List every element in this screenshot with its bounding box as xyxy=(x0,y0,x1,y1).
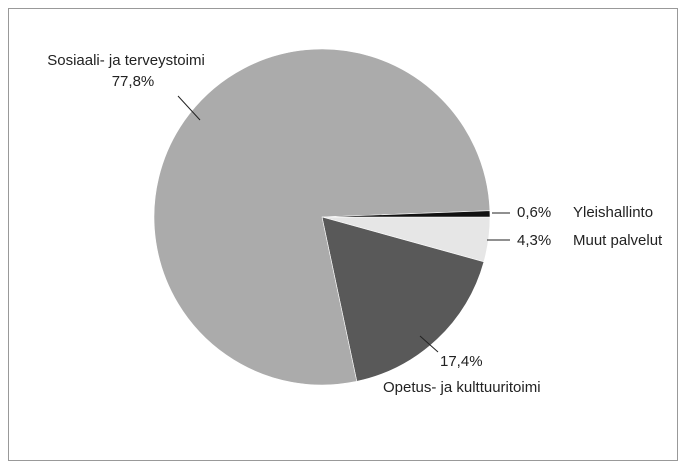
pie-slice xyxy=(153,48,491,386)
pie-slice xyxy=(321,210,491,218)
pie-slice xyxy=(321,216,485,382)
slice-name-label: Opetus- ja kulttuuritoimi xyxy=(383,379,541,396)
slice-value-label: 77,8% xyxy=(112,73,155,90)
slice-name-label: Sosiaali- ja terveystoimi xyxy=(47,52,205,69)
slice-name-label: Muut palvelut xyxy=(573,232,663,249)
slice-value-label: 0,6% xyxy=(517,204,551,221)
leader-line xyxy=(419,335,439,353)
leader-line xyxy=(177,95,201,121)
slice-name-label: Yleishallinto xyxy=(573,204,653,221)
slice-value-label: 17,4% xyxy=(440,353,483,370)
slice-value-label: 4,3% xyxy=(517,232,551,249)
